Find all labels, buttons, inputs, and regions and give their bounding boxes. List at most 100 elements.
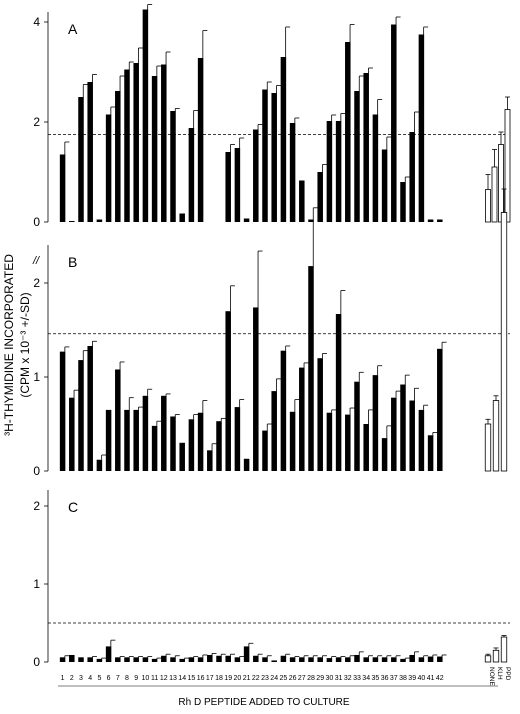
bar	[326, 658, 333, 662]
bar	[161, 395, 167, 471]
bar	[133, 63, 139, 222]
peptide-number-label: 24	[270, 675, 278, 682]
control-label: NONE	[488, 667, 495, 686]
peptide-number-label: 9	[134, 675, 138, 682]
bar	[170, 111, 176, 222]
bar	[253, 307, 259, 471]
bar	[87, 82, 93, 222]
peptide-number-label: 15	[188, 675, 196, 682]
peptide-number-label: 29	[316, 675, 324, 682]
bar	[124, 409, 130, 471]
peptide-number-label: 7	[116, 675, 120, 682]
bar	[400, 182, 406, 222]
peptide-number-label: 3	[79, 675, 83, 682]
peptide-number-label: 28	[307, 675, 315, 682]
bar	[381, 149, 388, 222]
bar	[418, 34, 425, 222]
bar	[354, 91, 360, 222]
peptide-number-label: 42	[436, 675, 444, 682]
y-tick-label: 0	[33, 464, 40, 478]
bar	[354, 381, 360, 471]
peptide-number-label: 32	[344, 675, 352, 682]
peptide-number-label: 21	[243, 675, 251, 682]
peptide-number-label: 23	[261, 675, 269, 682]
bar	[216, 655, 222, 662]
control-bar	[500, 636, 508, 663]
bar	[179, 213, 185, 222]
control-label: PPD	[504, 667, 511, 681]
bar	[253, 129, 259, 222]
panel-label: C	[68, 499, 78, 515]
peptide-number-label: 36	[381, 675, 389, 682]
bar	[271, 391, 277, 471]
bar	[243, 218, 250, 222]
bar	[96, 459, 103, 471]
bar	[326, 412, 333, 471]
y-tick-label: 1	[33, 370, 40, 384]
peptide-number-label: 31	[335, 675, 343, 682]
bar	[59, 657, 66, 662]
peptide-number-labels: 1 2 3 4 5 6 7 8 9 10 11 12 13 14 15 16 17 18 19 20 21 22 23 24 2…	[61, 675, 444, 682]
control-bar	[485, 189, 491, 223]
peptide-number-label: 25	[280, 675, 288, 682]
bar	[105, 114, 112, 222]
bar	[133, 409, 139, 471]
control-bar	[491, 166, 498, 223]
bar	[317, 358, 323, 471]
bar	[289, 123, 296, 222]
bar	[363, 73, 369, 222]
peptide-number-label: 11	[151, 675, 158, 682]
bar	[381, 657, 388, 662]
bar	[335, 314, 342, 471]
panel-c: 0 1 2 C	[33, 490, 510, 669]
bar	[197, 657, 204, 662]
bar	[299, 657, 305, 662]
bar	[197, 58, 204, 222]
bar	[335, 121, 342, 222]
panel-b: 0 1 2 B	[33, 188, 510, 478]
bar	[87, 657, 93, 662]
bar	[124, 657, 130, 662]
bar	[225, 152, 231, 222]
bar	[391, 24, 397, 222]
bar	[105, 646, 112, 662]
peptide-number-label: 17	[206, 675, 214, 682]
peptide-number-label: 13	[169, 675, 177, 682]
bar	[96, 658, 103, 662]
panel-label: B	[68, 254, 77, 270]
bar	[400, 658, 406, 662]
y-tick-label: 2	[33, 499, 40, 513]
bar	[59, 351, 66, 471]
axis-break-mark-left: //	[32, 255, 40, 267]
bar	[133, 657, 139, 662]
control-bar	[484, 655, 492, 663]
y-tick-label: 4	[33, 15, 40, 29]
bar	[225, 655, 231, 662]
peptide-number-label: 19	[224, 675, 232, 682]
peptide-number-label: 40	[418, 675, 426, 682]
y-tick-label: 2	[33, 276, 40, 290]
bar	[151, 425, 158, 471]
bar	[115, 657, 121, 662]
peptide-number-label: 27	[298, 675, 306, 682]
bar	[78, 657, 84, 662]
bar	[427, 435, 434, 471]
peptide-number-label: 5	[97, 675, 101, 682]
bar	[179, 442, 185, 471]
bar	[437, 656, 443, 662]
bar	[161, 655, 167, 662]
bar	[437, 348, 443, 471]
bar	[262, 89, 268, 222]
bar	[225, 311, 231, 471]
bar	[188, 657, 195, 662]
peptide-number-label: 37	[390, 675, 398, 682]
bar	[69, 397, 75, 471]
peptide-number-label: 8	[125, 675, 129, 682]
peptide-number-label: 33	[353, 675, 361, 682]
bar	[87, 345, 93, 471]
bar	[372, 114, 379, 222]
control-labels: NONE KLH PPD	[488, 667, 511, 686]
bar	[400, 384, 406, 471]
bar	[142, 657, 149, 662]
bar	[59, 154, 66, 222]
